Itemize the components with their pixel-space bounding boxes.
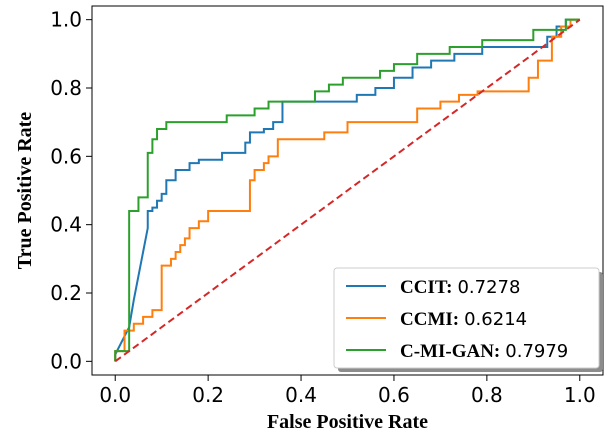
- legend-entry: CCMI: 0.6214: [400, 309, 527, 330]
- x-tick-label: 1.0: [564, 383, 596, 407]
- legend-entry: CCIT: 0.7278: [400, 277, 520, 298]
- x-tick-label: 0.2: [192, 383, 224, 407]
- y-tick-label: 1.0: [50, 8, 82, 32]
- legend-entry-score: 0.6214: [464, 309, 527, 330]
- y-tick-label: 0.4: [50, 213, 82, 237]
- x-tick-label: 0.4: [285, 383, 317, 407]
- legend-entry: C-MI-GAN: 0.7979: [400, 341, 568, 362]
- chance-diagonal-line: [114, 18, 581, 363]
- y-axis-title: True Positive Rate: [14, 112, 36, 269]
- y-tick-label: 0.8: [50, 76, 82, 100]
- x-tick-label: 0.6: [378, 383, 410, 407]
- x-tick-label: 0.0: [99, 383, 131, 407]
- x-tick-label: 0.8: [471, 383, 503, 407]
- legend-box: [333, 267, 600, 369]
- legend-entry-score: 0.7278: [457, 277, 520, 298]
- legend: CCIT: 0.7278 CCMI: 0.6214 C-MI-GAN: 0.7979: [333, 267, 603, 372]
- y-tick-label: 0.6: [50, 144, 82, 168]
- legend-entry-name: CCIT:: [400, 277, 452, 298]
- legend-entry-name: CCMI:: [400, 309, 459, 330]
- series-line-0: [114, 18, 580, 362]
- y-tick-label: 0.0: [50, 349, 82, 373]
- legend-entry-score: 0.7979: [505, 341, 568, 362]
- legend-entry-name: C-MI-GAN:: [400, 341, 500, 362]
- plot-frame: [91, 5, 604, 376]
- y-tick-label: 0.2: [50, 281, 82, 305]
- x-axis-title: False Positive Rate: [267, 411, 428, 433]
- series-line-1: [114, 18, 580, 362]
- series-line-2: [114, 18, 580, 362]
